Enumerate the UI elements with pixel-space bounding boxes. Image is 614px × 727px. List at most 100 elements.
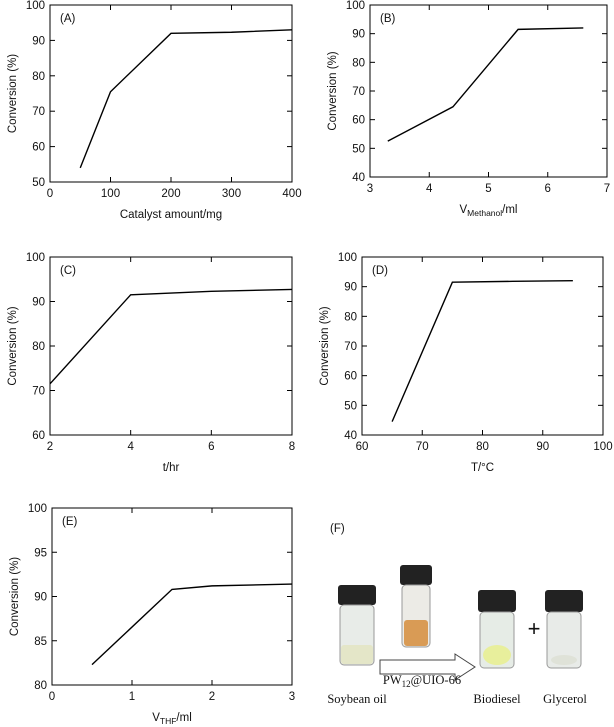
x-tick-label: 4 bbox=[426, 183, 433, 195]
plot-frame bbox=[369, 4, 608, 178]
x-axis-label: VMethanol/ml bbox=[460, 204, 518, 218]
y-tick-label: 80 bbox=[352, 57, 365, 69]
data-line bbox=[49, 288, 293, 385]
y-tick-label: 60 bbox=[32, 142, 45, 154]
x-tick-label: 70 bbox=[416, 441, 429, 453]
y-axis-label: Conversion (%) bbox=[327, 51, 339, 130]
catalyst-sub: 12 bbox=[402, 679, 411, 689]
x-tick-label: 3 bbox=[289, 691, 295, 703]
y-tick-label: 90 bbox=[32, 297, 45, 309]
x-label-base: V bbox=[460, 204, 468, 216]
panel-label: (B) bbox=[380, 13, 396, 25]
x-tick-label: 0 bbox=[47, 188, 53, 200]
catalyst-base: PW bbox=[383, 673, 402, 687]
chart-panel: 0 100 200 300 400 50 60 70 80 90 100 (A) Catalyst am… bbox=[7, 0, 302, 221]
y-tick-label: 60 bbox=[32, 430, 45, 442]
x-tick-label: 3 bbox=[367, 183, 373, 195]
panel-label: (E) bbox=[62, 516, 78, 528]
data-line bbox=[79, 29, 293, 169]
y-tick-label: 90 bbox=[344, 282, 357, 294]
biodiesel-label: Biodiesel bbox=[473, 692, 521, 706]
x-label-sub: THF bbox=[160, 716, 177, 726]
arrow bbox=[379, 653, 476, 681]
y-tick-label: 80 bbox=[32, 341, 45, 353]
x-tick-label: 200 bbox=[161, 188, 180, 200]
y-tick-label: 100 bbox=[26, 0, 45, 12]
y-axis-label: Conversion (%) bbox=[9, 557, 21, 636]
y-tick-label: 100 bbox=[28, 503, 47, 515]
x-label-unit: /ml bbox=[502, 204, 517, 216]
x-tick-label: 7 bbox=[604, 183, 610, 195]
y-tick-label: 85 bbox=[34, 636, 47, 648]
x-tick-label: 6 bbox=[545, 183, 551, 195]
vial-catalyst bbox=[400, 565, 432, 648]
data-line bbox=[387, 27, 584, 142]
chart-panel: 0 1 2 3 80 85 90 95 100 (E) VTHF/ml Conversion (%) bbox=[9, 503, 295, 726]
y-tick-label: 90 bbox=[352, 29, 365, 41]
plus: + bbox=[528, 616, 541, 641]
y-tick-label: 100 bbox=[26, 252, 45, 264]
chart-panel: 3 4 5 6 7 40 50 60 70 80 90 100 (B) VMethanol/ml Conve… bbox=[327, 0, 610, 218]
x-tick-label: 8 bbox=[289, 441, 295, 453]
panel-label: (D) bbox=[372, 265, 388, 277]
x-tick-label: 0 bbox=[49, 691, 55, 703]
glycerol-label: Glycerol bbox=[543, 692, 587, 706]
y-tick-label: 100 bbox=[338, 252, 357, 264]
y-axis-label: Conversion (%) bbox=[7, 54, 19, 133]
vial-soybean bbox=[338, 585, 376, 666]
vial-biodiesel bbox=[478, 590, 516, 669]
chart-panel: 60 70 80 90 100 40 50 60 70 80 90 100 (D) T/°C Convers… bbox=[319, 252, 613, 474]
y-tick-label: 70 bbox=[32, 106, 45, 118]
y-tick-label: 70 bbox=[352, 86, 365, 98]
y-tick-label: 50 bbox=[352, 143, 365, 155]
chart-panel: 2 4 6 8 60 70 80 90 100 (C) t/hr Conversion (%) bbox=[7, 252, 295, 474]
x-tick-label: 6 bbox=[208, 441, 214, 453]
y-tick-label: 80 bbox=[34, 680, 47, 692]
data-line bbox=[391, 280, 573, 422]
y-tick-label: 50 bbox=[344, 400, 357, 412]
x-axis-label: VTHF/ml bbox=[152, 712, 192, 726]
y-tick-label: 80 bbox=[344, 311, 357, 323]
x-label-base: V bbox=[152, 712, 160, 724]
y-tick-label: 100 bbox=[346, 0, 365, 12]
x-tick-label: 2 bbox=[209, 691, 215, 703]
y-axis-label: Conversion (%) bbox=[7, 306, 19, 385]
panel-label: (C) bbox=[60, 265, 76, 277]
x-label-sub: Methanol bbox=[467, 208, 502, 218]
panel-label: (F) bbox=[330, 523, 345, 535]
x-label-unit: /ml bbox=[176, 712, 191, 724]
data-line bbox=[91, 583, 293, 666]
y-tick-label: 80 bbox=[32, 71, 45, 83]
x-tick-label: 90 bbox=[536, 441, 549, 453]
x-axis-label: T/°C bbox=[471, 462, 494, 474]
catalyst-label: PW12@UIO-66 bbox=[383, 673, 461, 689]
y-tick-label: 70 bbox=[344, 341, 357, 353]
soybean-label: Soybean oil bbox=[327, 692, 387, 706]
y-axis-label: Conversion (%) bbox=[319, 306, 331, 385]
plot-frame bbox=[51, 507, 293, 686]
y-tick-label: 50 bbox=[32, 177, 45, 189]
x-tick-label: 1 bbox=[129, 691, 135, 703]
y-tick-label: 60 bbox=[344, 371, 357, 383]
x-tick-label: 100 bbox=[593, 441, 612, 453]
x-tick-label: 400 bbox=[282, 188, 301, 200]
panel-f: (F) + Soybean oil PW12@UIO-66 bbox=[327, 523, 587, 706]
x-tick-label: 80 bbox=[476, 441, 489, 453]
y-tick-label: 40 bbox=[344, 430, 357, 442]
plot-frame bbox=[49, 256, 293, 436]
y-tick-label: 90 bbox=[32, 35, 45, 47]
catalyst-rest: @UIO-66 bbox=[411, 673, 461, 687]
x-tick-label: 300 bbox=[222, 188, 241, 200]
x-axis-label: t/hr bbox=[163, 462, 180, 474]
x-tick-label: 2 bbox=[47, 441, 53, 453]
x-tick-label: 100 bbox=[101, 188, 120, 200]
y-tick-label: 90 bbox=[34, 592, 47, 604]
x-tick-label: 60 bbox=[356, 441, 369, 453]
y-tick-label: 40 bbox=[352, 172, 365, 184]
x-tick-label: 5 bbox=[485, 183, 491, 195]
vial-glycerol bbox=[545, 590, 583, 669]
y-tick-label: 60 bbox=[352, 115, 365, 127]
x-tick-label: 4 bbox=[127, 441, 134, 453]
